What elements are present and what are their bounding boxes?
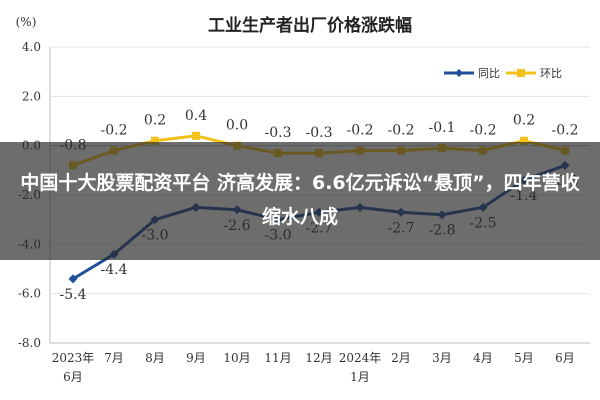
x-tick-label: 5月 — [514, 351, 534, 365]
x-tick-label: 2023年 — [52, 351, 95, 365]
data-label: 0.2 — [513, 113, 535, 129]
y-tick-label: -6.0 — [18, 287, 41, 301]
data-label: -4.4 — [101, 262, 128, 278]
y-tick-label: 2.0 — [22, 89, 41, 103]
x-tick-label: 2024年 — [339, 351, 382, 365]
data-label: -0.1 — [429, 120, 456, 136]
series-point — [520, 136, 528, 145]
y-axis-label: (%) — [16, 15, 37, 29]
series-point — [68, 274, 78, 284]
data-label: 0.4 — [185, 108, 207, 124]
data-label: -0.2 — [101, 123, 128, 139]
data-label: -0.3 — [306, 125, 333, 141]
data-label: -0.2 — [552, 123, 579, 139]
x-tick-label: 7月 — [104, 351, 124, 365]
series-point — [151, 136, 159, 145]
legend-label: 环比 — [540, 67, 562, 80]
data-label: -0.3 — [265, 125, 292, 141]
y-tick-label: 4.0 — [22, 40, 41, 54]
x-tick-label: 6月 — [63, 370, 83, 384]
headline-text[interactable]: 中国十大股票配资平台 济高发展：6.6亿元诉讼“悬顶”，四年营收缩水八成 — [20, 172, 580, 228]
data-label: -0.2 — [470, 123, 497, 139]
headline-overlay[interactable]: 中国十大股票配资平台 济高发展：6.6亿元诉讼“悬顶”，四年营收缩水八成 — [0, 142, 600, 260]
y-tick-label: -8.0 — [18, 336, 41, 350]
x-tick-label: 8月 — [145, 351, 165, 365]
x-tick-label: 2月 — [391, 351, 411, 365]
series-point — [192, 131, 200, 140]
data-label: -0.2 — [347, 123, 374, 139]
data-label: 0.2 — [144, 113, 166, 129]
x-tick-label: 9月 — [186, 351, 206, 365]
legend-marker — [455, 69, 463, 77]
x-tick-label: 1月 — [350, 370, 370, 384]
legend-marker — [517, 69, 525, 77]
x-tick-label: 3月 — [432, 351, 452, 365]
x-axis-ticks: 2023年 6月 7月 8月 9月 10月 11月 12月 2024年 1月 2月 3月 4月 5月 6月 — [52, 351, 575, 384]
x-tick-label: 12月 — [305, 351, 332, 365]
x-tick-label: 10月 — [223, 351, 250, 365]
x-tick-label: 11月 — [264, 351, 291, 365]
legend-label: 同比 — [478, 67, 500, 80]
x-tick-label: 6月 — [555, 351, 575, 365]
x-tick-label: 4月 — [473, 351, 493, 365]
legend: 同比 环比 — [444, 67, 562, 80]
chart-title: 工业生产者出厂价格涨跌幅 — [208, 15, 412, 36]
data-label: -0.2 — [388, 123, 415, 139]
data-label: -5.4 — [60, 287, 87, 303]
data-label: 0.0 — [226, 118, 248, 134]
